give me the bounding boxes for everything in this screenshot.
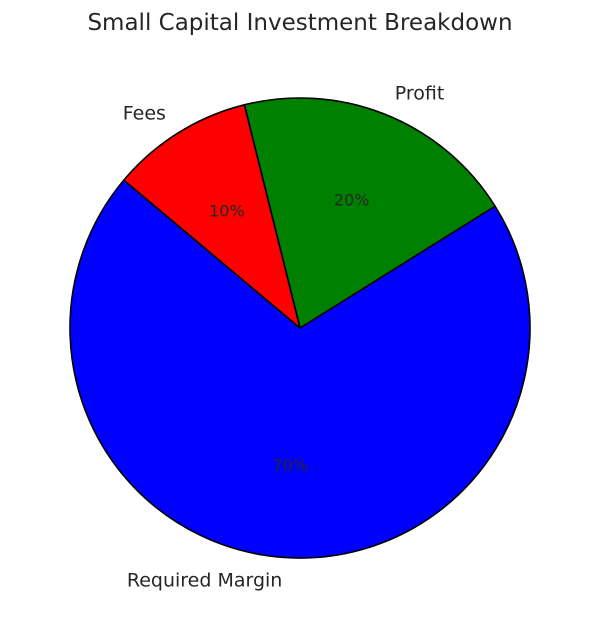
slice-label-profit: Profit [395,82,445,104]
pie-slice-profit [243,97,496,329]
pct-label-fees: 10% [209,201,245,220]
chart-title: Small Capital Investment Breakdown [87,10,512,36]
pie-slices [69,97,531,559]
pie-slice-required-margin [69,179,531,559]
pct-label-profit: 20% [334,191,370,210]
pie-labels: Required Margin 70% Profit 20% Fees 10% [123,82,445,591]
pct-label-required-margin: 70% [273,456,309,475]
slice-label-fees: Fees [123,102,166,124]
pie-slice-fees [123,104,301,329]
slice-label-required-margin: Required Margin [127,569,283,591]
